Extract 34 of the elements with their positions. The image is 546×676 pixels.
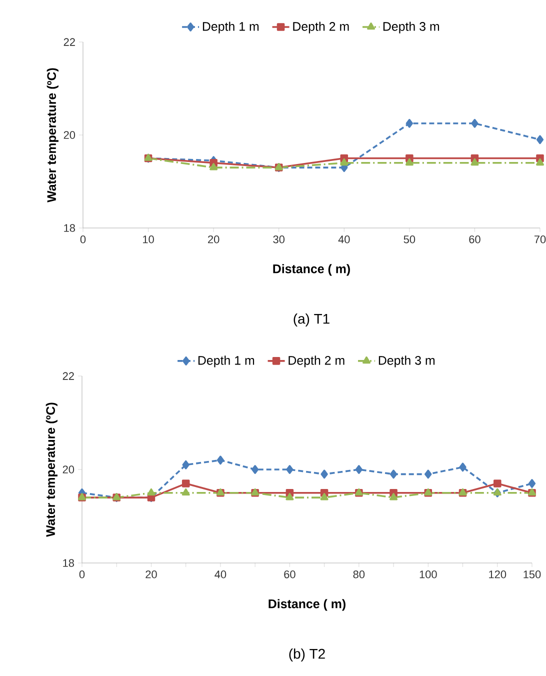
y-tick-label: 22 [64, 38, 75, 46]
legend-label: Depth 1 m [202, 22, 259, 34]
x-tick-label: 0 [80, 236, 86, 244]
x-tick-label: 60 [469, 236, 480, 244]
x-tick-label: 10 [143, 236, 154, 244]
x-tick-label: 20 [146, 570, 157, 578]
legend-label: Depth 2 m [293, 22, 349, 34]
y-tick-label: 20 [64, 131, 76, 139]
y-tick-label: 20 [62, 466, 74, 474]
x-tick-label: 120 [489, 570, 506, 578]
text: (b) T2 [289, 648, 325, 662]
x-axis-title: Distance ( m) [273, 264, 350, 276]
text: (a) T1 [294, 314, 330, 327]
x-tick-label: 60 [284, 570, 296, 578]
legend-label: Depth 3 m [383, 22, 440, 34]
x-tick-label: 40 [338, 236, 350, 244]
x-tick-label: 50 [404, 236, 416, 244]
x-tick-label: 80 [353, 570, 365, 578]
x-tick-label: 0 [79, 570, 85, 578]
x-tick-label: 30 [273, 236, 285, 244]
y-tick-label: 18 [63, 559, 74, 567]
legend-label: Depth 1 m [198, 356, 254, 368]
y-axis-title: Water temperature (ºC) [46, 402, 58, 537]
y-tick-label: 22 [62, 372, 74, 380]
y-tick-label: 18 [64, 224, 76, 232]
x-tick-label: 150 [524, 570, 541, 578]
x-axis-title: Distance ( m) [268, 599, 346, 611]
legend-label: Depth 2 m [288, 356, 344, 368]
x-tick-label: 100 [420, 570, 437, 578]
x-tick-label: 70 [534, 236, 546, 244]
legend-label: Depth 3 m [378, 356, 435, 368]
y-axis-title: Water temperature (ºC) [46, 68, 58, 202]
x-tick-label: 40 [214, 570, 226, 578]
x-tick-label: 20 [208, 236, 220, 244]
